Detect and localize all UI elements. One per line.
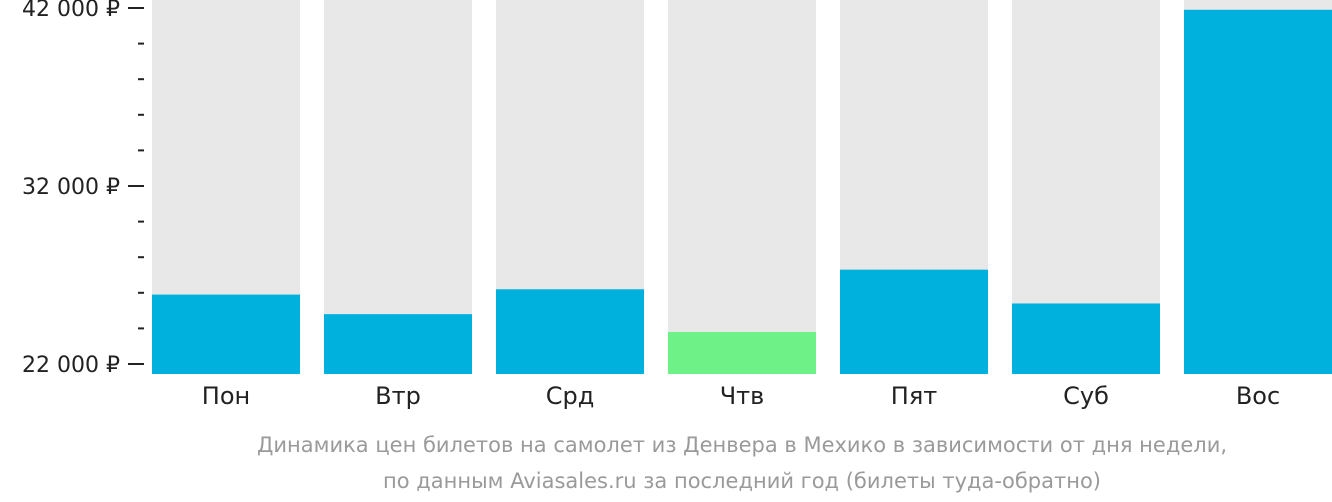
bar[interactable] [840, 269, 988, 374]
chart-caption-line-2: по данным Aviasales.ru за последний год … [383, 469, 1101, 493]
y-axis: 22 000 ₽ 32 000 ₽ 42 000 ₽ [22, 0, 144, 378]
bar-cheapest[interactable] [668, 331, 816, 374]
chart-caption-line-1: Динамика цен билетов на самолет из Денве… [256, 433, 1228, 457]
x-axis-labels: Пон Втр Срд Чтв Пят Суб Вос [202, 382, 1280, 410]
bar[interactable] [152, 294, 300, 374]
bar[interactable] [1012, 303, 1160, 374]
y-tick-label: 22 000 ₽ [22, 353, 120, 378]
bars-group [152, 0, 1332, 375]
price-by-weekday-chart: 22 000 ₽ 32 000 ₽ 42 000 ₽ Пон Втр Срд Чтв Пят… [22, 0, 1332, 410]
x-category-label: Суб [1063, 382, 1109, 410]
bar-track [668, 0, 816, 374]
x-category-label: Пят [891, 382, 937, 410]
bar-track [324, 0, 472, 374]
y-tick-label: 42 000 ₽ [22, 0, 120, 22]
x-category-label: Пон [202, 382, 250, 410]
x-category-label: Срд [546, 382, 595, 410]
bar[interactable] [496, 289, 644, 374]
x-category-label: Втр [375, 382, 421, 410]
y-tick-label: 32 000 ₽ [22, 175, 120, 200]
bar[interactable] [324, 314, 472, 374]
x-category-label: Чтв [720, 382, 765, 410]
bar[interactable] [1184, 9, 1332, 375]
x-category-label: Вос [1236, 382, 1280, 410]
